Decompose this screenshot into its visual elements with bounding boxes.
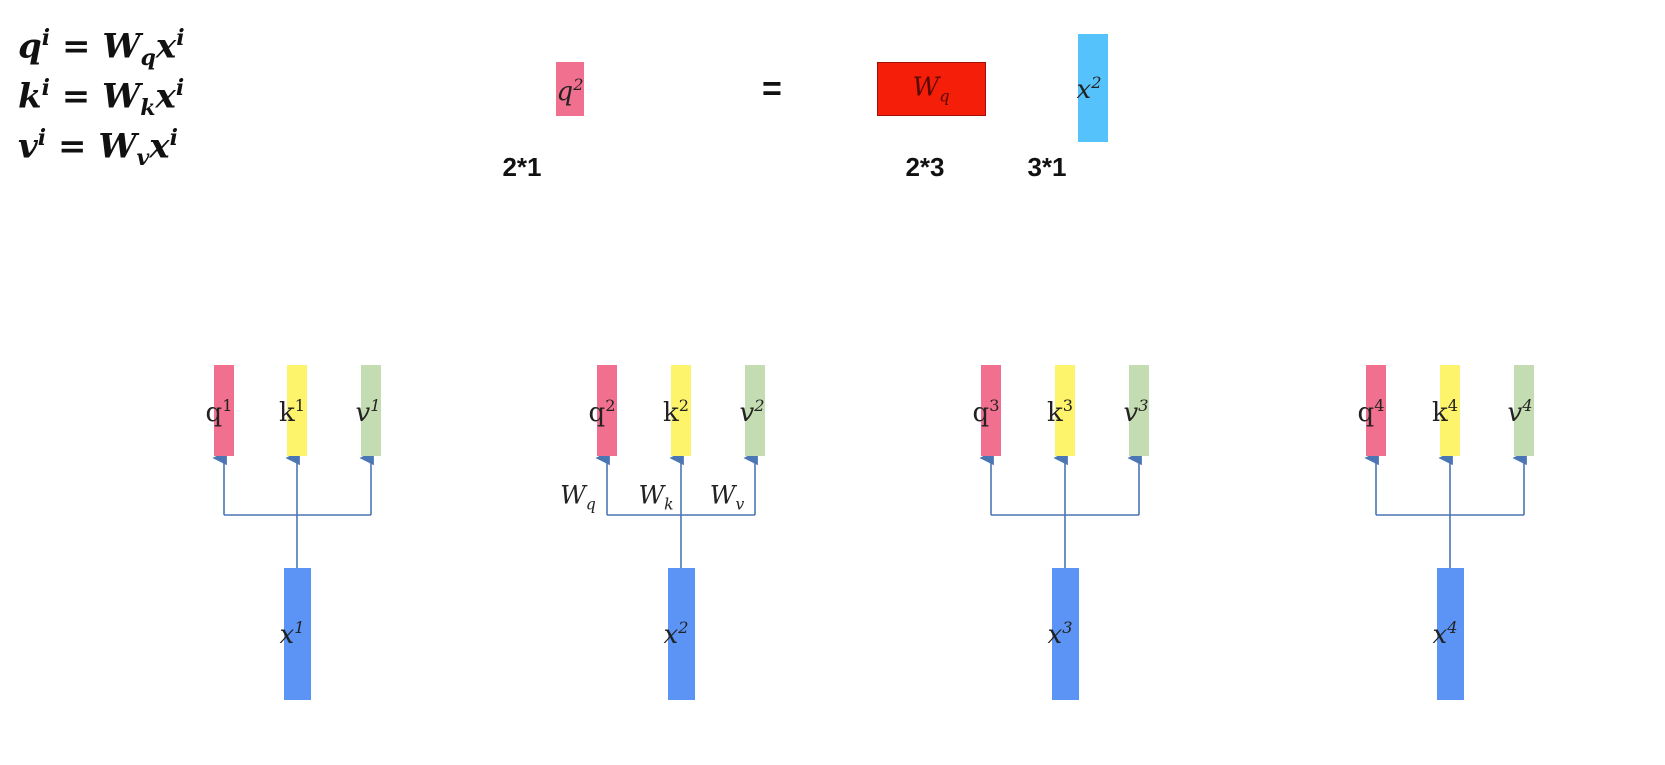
- wv-label: Wv: [709, 480, 745, 514]
- product-x-dim: 3*1: [1027, 152, 1067, 182]
- q-label-3: q3: [972, 396, 1000, 428]
- x-vector-1: [284, 568, 311, 700]
- formula-key: ki = Wkxi: [18, 75, 185, 122]
- product-w-dim: 2*3: [905, 152, 945, 182]
- q-vector-1: [214, 365, 234, 456]
- k-vector-4: [1440, 365, 1460, 456]
- k-vector-1: [287, 365, 307, 456]
- q-label-2: q2: [588, 396, 616, 428]
- x-label-3: x3: [1047, 618, 1073, 650]
- x-vector-3: [1052, 568, 1079, 700]
- x-label-2: x2: [663, 618, 689, 650]
- k-label-4: k4: [1431, 396, 1459, 428]
- formula-query: qi = Wqxi: [18, 25, 185, 72]
- v-vector-4: [1514, 365, 1534, 456]
- wq-label: Wq: [560, 480, 596, 514]
- product-q-dim: 2*1: [502, 152, 542, 182]
- x-label-1: x1: [279, 618, 305, 650]
- v-vector-2: [745, 365, 765, 456]
- product-q-label: q2: [556, 75, 584, 107]
- v-label-4: v4: [1507, 396, 1533, 428]
- v-label-2: v2: [739, 396, 765, 428]
- product-w-label: Wq: [912, 72, 950, 106]
- q-vector-3: [981, 365, 1001, 456]
- k-label-1: k1: [278, 396, 306, 428]
- q-vector-2: [597, 365, 617, 456]
- product-w-matrix: [877, 62, 986, 116]
- x-vector-2: [668, 568, 695, 700]
- k-label-3: k3: [1046, 396, 1074, 428]
- v-label-1: v1: [355, 396, 381, 428]
- k-vector-3: [1055, 365, 1075, 456]
- product-x-vector: [1078, 34, 1108, 142]
- q-vector-4: [1366, 365, 1386, 456]
- x-label-4: x4: [1432, 618, 1458, 650]
- k-vector-2: [671, 365, 691, 456]
- wk-label: Wk: [638, 480, 674, 514]
- product-q-vector: [556, 62, 584, 116]
- v-vector-1: [361, 365, 381, 456]
- q-label-4: q4: [1357, 396, 1385, 428]
- v-label-3: v3: [1123, 396, 1149, 428]
- q-label-1: q1: [205, 396, 233, 428]
- product-equals: =: [762, 70, 782, 108]
- v-vector-3: [1129, 365, 1149, 456]
- product-x-label: x2: [1076, 73, 1102, 105]
- formula-value: vi = Wvxi: [18, 125, 178, 172]
- k-label-2: k2: [662, 396, 690, 428]
- x-vector-4: [1437, 568, 1464, 700]
